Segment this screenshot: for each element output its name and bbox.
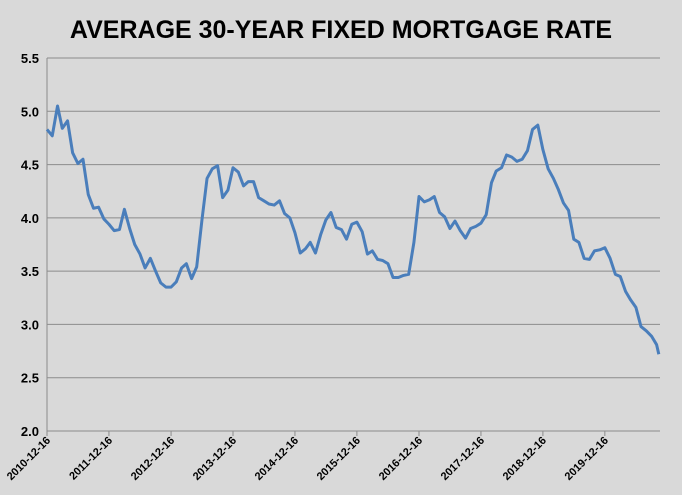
x-tick-label: 2019-12-16 xyxy=(563,435,611,483)
y-tick-label: 4.0 xyxy=(21,211,39,226)
x-tick-label: 2015-12-16 xyxy=(315,435,363,483)
y-tick-label: 5.0 xyxy=(21,104,39,119)
x-tick-label: 2017-12-16 xyxy=(439,435,487,483)
x-tick-label: 2010-12-16 xyxy=(5,435,53,483)
chart-title: AVERAGE 30-YEAR FIXED MORTGAGE RATE xyxy=(70,16,612,44)
x-tick-label: 2016-12-16 xyxy=(377,435,425,483)
y-tick-label: 3.5 xyxy=(21,264,39,279)
x-tick-label: 2012-12-16 xyxy=(129,435,177,483)
x-tick-label: 2014-12-16 xyxy=(253,435,301,483)
x-tick-label: 2011-12-16 xyxy=(67,435,115,483)
y-tick-label: 4.5 xyxy=(21,158,39,173)
data-line xyxy=(45,104,661,355)
y-tick-label: 2.5 xyxy=(21,371,39,386)
y-tick-label: 3.0 xyxy=(21,317,39,332)
y-tick-label: 2.0 xyxy=(21,424,39,439)
x-tick-label: 2018-12-16 xyxy=(501,435,549,483)
x-tick-label: 2013-12-16 xyxy=(191,435,239,483)
y-tick-label: 5.5 xyxy=(21,51,39,66)
